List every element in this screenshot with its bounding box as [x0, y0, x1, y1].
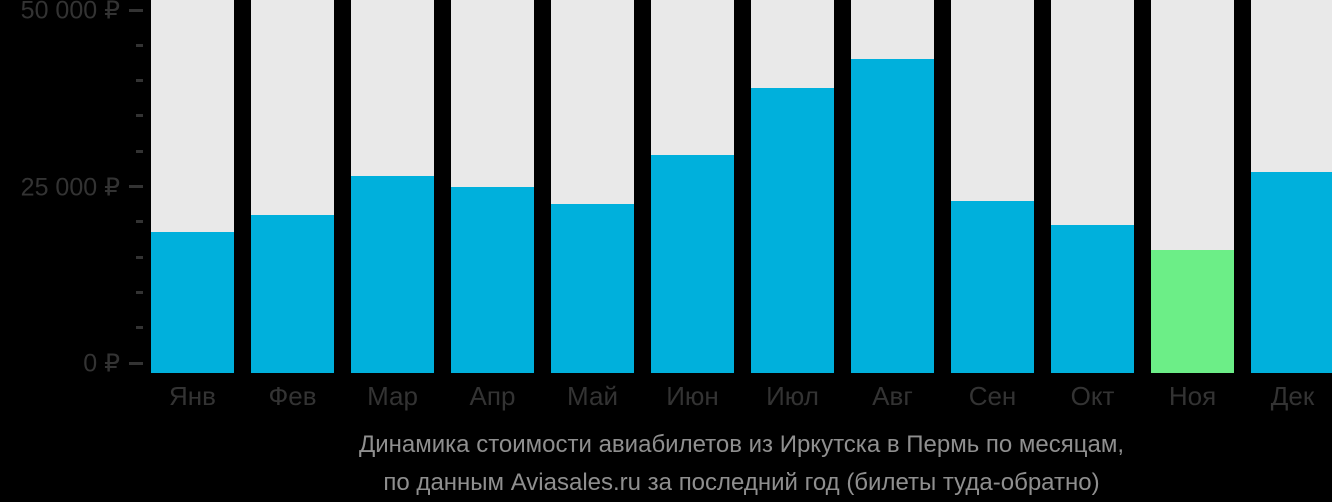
y-minor-tick-mark: [136, 255, 143, 259]
y-minor-tick-mark: [136, 114, 143, 118]
x-tick-label-Окт: Окт: [1070, 381, 1115, 411]
y-tick-label: 50 000 ₽: [20, 0, 120, 25]
y-major-tick-mark: [129, 185, 143, 188]
x-tick-label-Дек: Дек: [1270, 381, 1315, 411]
y-minor-tick-mark: [136, 326, 143, 330]
price-bar-Янв: [151, 232, 234, 373]
y-minor-tick-mark: [136, 79, 143, 83]
price-bar-Май: [551, 204, 634, 373]
x-tick-label-Сен: Сен: [968, 381, 1017, 411]
chart-title: Динамика стоимости авиабилетов из Иркутс…: [151, 426, 1332, 502]
price-bar-Мар: [351, 175, 434, 373]
price-bar-Июн: [651, 154, 734, 373]
price-bar-Сен: [951, 200, 1034, 373]
price-bar-Апр: [451, 186, 534, 373]
x-tick-label-Мар: Мар: [367, 381, 418, 411]
x-tick-label-Апр: Апр: [469, 381, 516, 411]
y-tick-label: 0 ₽: [83, 349, 120, 378]
x-tick-label-Май: Май: [567, 381, 618, 411]
y-minor-tick-mark: [136, 43, 143, 47]
x-tick-label-Фев: Фев: [268, 381, 317, 411]
y-minor-tick-mark: [136, 220, 143, 224]
x-tick-label-Ноя: Ноя: [1168, 381, 1217, 411]
price-bar-Авг: [851, 59, 934, 373]
price-bar-Фев: [251, 214, 334, 373]
x-tick-label-Авг: Авг: [872, 381, 913, 411]
x-tick-label-Июл: Июл: [766, 381, 819, 411]
y-tick-label: 25 000 ₽: [20, 173, 120, 201]
chart-title-line1: Динамика стоимости авиабилетов из Иркутс…: [358, 431, 1124, 458]
price-bar-Июл: [751, 87, 834, 373]
chart-title-line2: по данным Aviasales.ru за последний год …: [383, 469, 1100, 496]
price-bar-Окт: [1051, 225, 1134, 373]
y-minor-tick-mark: [136, 290, 143, 294]
x-tick-label-Янв: Янв: [169, 381, 216, 411]
min-price-bar-Ноя: [1151, 250, 1234, 373]
x-tick-label-Июн: Июн: [666, 381, 719, 411]
price-bar-Дек: [1251, 172, 1332, 373]
y-major-tick-mark: [129, 361, 143, 365]
y-minor-tick-mark: [136, 149, 143, 153]
y-major-tick-mark: [129, 8, 143, 12]
